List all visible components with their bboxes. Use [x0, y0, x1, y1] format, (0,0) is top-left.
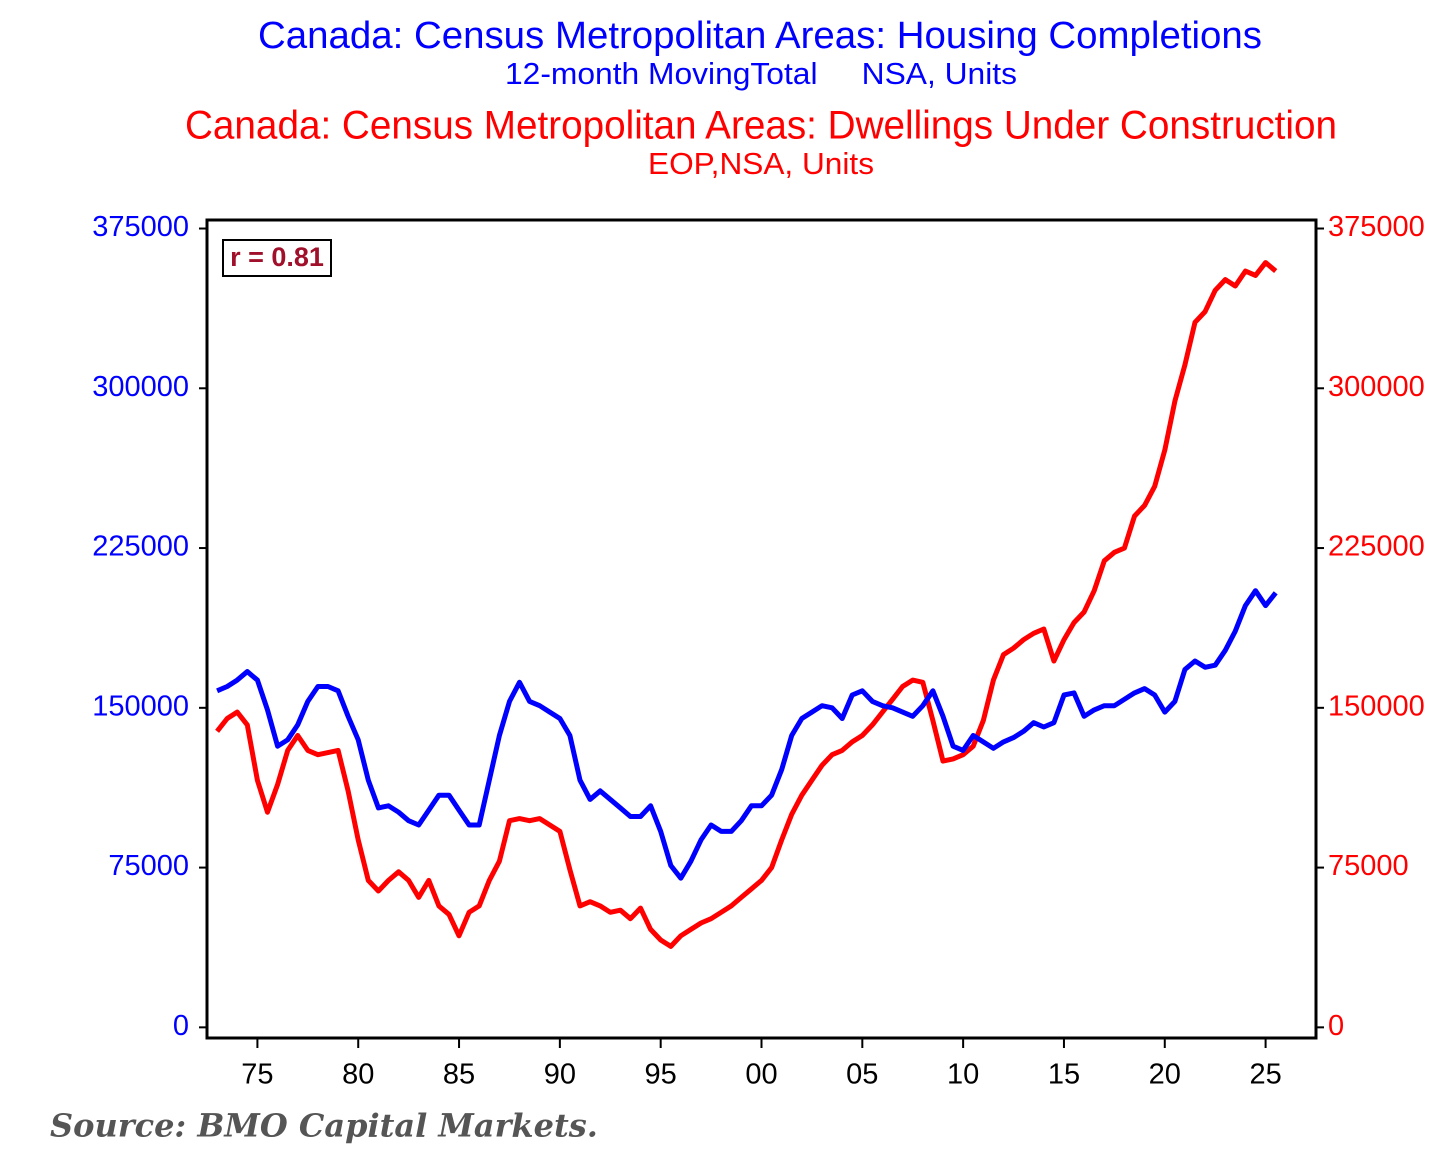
y2-tick-label: 0	[1328, 1010, 1344, 1042]
x-tick-label: 95	[645, 1059, 677, 1091]
x-tick-label: 90	[544, 1059, 576, 1091]
y-tick-label: 375000	[92, 211, 189, 243]
subtitle-completions: 12-month MovingTotal NSA, Units	[505, 56, 1017, 91]
y-tick-label: 225000	[92, 531, 189, 563]
title-completions: Canada: Census Metropolitan Areas: Housi…	[258, 15, 1262, 57]
x-tick-label: 20	[1149, 1059, 1181, 1091]
y-tick-label: 150000	[92, 690, 189, 722]
x-tick-label: 25	[1249, 1059, 1281, 1091]
y2-tick-label: 225000	[1328, 531, 1425, 563]
annotation: r = 0.81	[230, 242, 324, 272]
y-tick-label: 75000	[108, 850, 189, 882]
annotation-box	[222, 239, 332, 277]
y-tick-label: 300000	[92, 371, 189, 403]
y2-tick-label: 375000	[1328, 211, 1425, 243]
subtitle-construction: EOP,NSA, Units	[648, 146, 874, 181]
x-tick-label: 80	[342, 1059, 374, 1091]
series-line	[216, 588, 1278, 881]
plot-frame	[205, 218, 1318, 1040]
y2-tick-label: 150000	[1328, 690, 1425, 722]
title-construction: Canada: Census Metropolitan Areas: Dwell…	[185, 104, 1337, 148]
x-tick-label: 10	[947, 1059, 979, 1091]
y2-tick-label: 300000	[1328, 371, 1425, 403]
x-tick-label: 00	[745, 1059, 777, 1091]
series-line	[215, 260, 1278, 949]
y-tick-label: 0	[173, 1010, 189, 1042]
x-tick-label: 75	[241, 1059, 273, 1091]
y2-tick-label: 75000	[1328, 850, 1409, 882]
x-tick-label: 85	[443, 1059, 475, 1091]
x-tick-label: 15	[1048, 1059, 1080, 1091]
x-tick-label: 05	[846, 1059, 878, 1091]
source: Source: BMO Capital Markets.	[50, 1107, 598, 1145]
